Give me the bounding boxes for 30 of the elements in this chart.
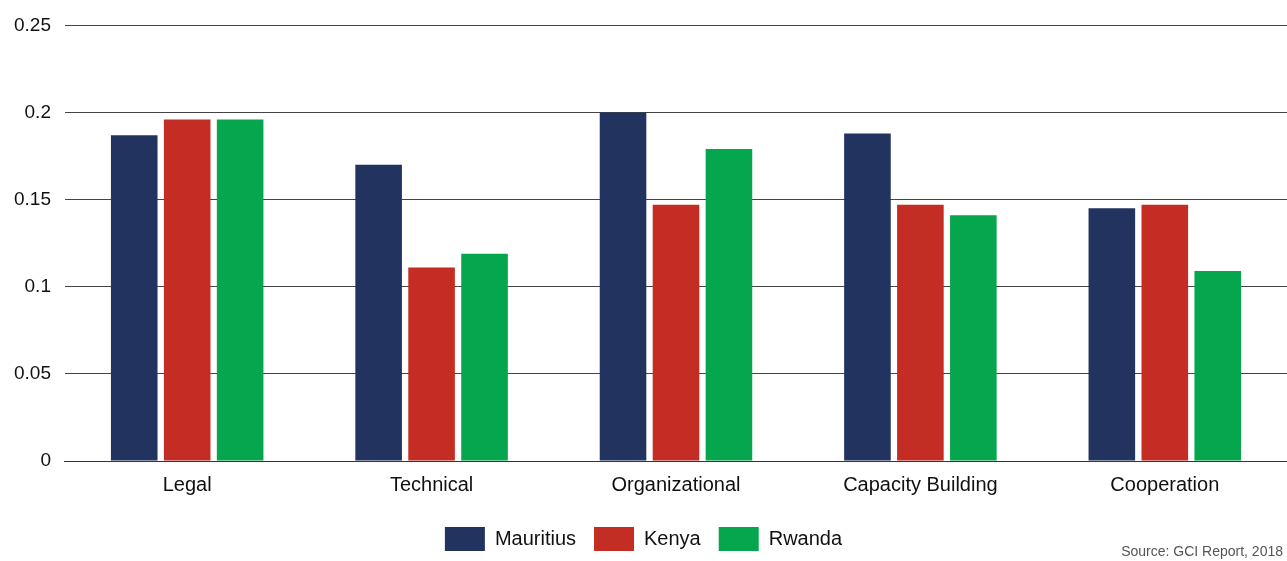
x-tick-label: Technical [389, 472, 474, 495]
bar [1141, 204, 1189, 461]
bar [950, 215, 997, 461]
bar [408, 267, 455, 461]
bar [897, 204, 944, 461]
legend-label: Kenya [644, 526, 702, 549]
source-note: Source: GCI Report, 2018 [1121, 542, 1284, 559]
x-tick-label: Cooperation [1110, 472, 1220, 495]
y-tick-label: 0.15 [14, 187, 51, 209]
bar [1194, 271, 1242, 461]
y-tick-label: 0.25 [14, 13, 51, 35]
bar [355, 164, 402, 461]
bar [461, 253, 508, 461]
bar [844, 133, 891, 461]
x-tick-label: Legal [162, 472, 212, 495]
bar [110, 135, 158, 461]
y-tick-label: 0.05 [14, 362, 51, 384]
bar [652, 204, 700, 461]
x-tick-label: Organizational [611, 472, 741, 495]
bar [163, 119, 211, 461]
y-tick-label: 0.1 [24, 274, 51, 296]
bar [599, 112, 647, 461]
bar [1088, 208, 1136, 461]
x-tick-label: Capacity Building [843, 472, 998, 495]
legend-label: Mauritius [494, 526, 577, 549]
y-tick-label: 0 [40, 449, 51, 471]
bar [216, 119, 264, 461]
y-tick-label: 0.2 [24, 100, 51, 122]
bar [705, 149, 753, 461]
legend-label: Rwanda [768, 526, 843, 549]
